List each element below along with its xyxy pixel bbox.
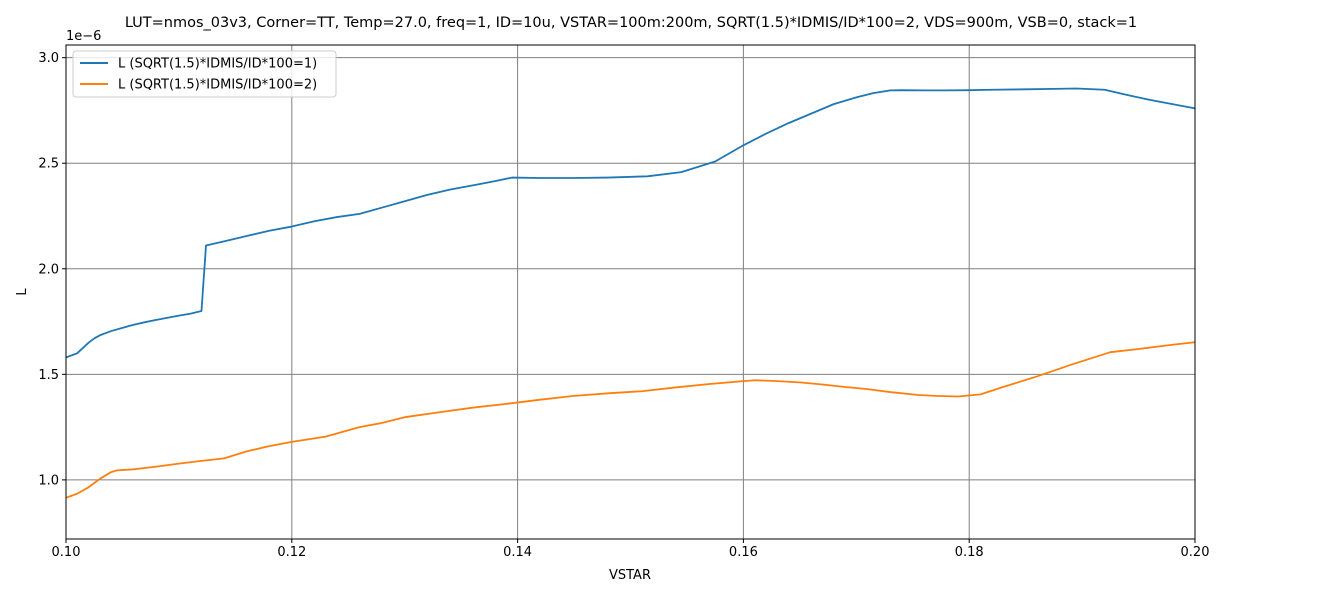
x-axis-ticks: 0.10 0.12 0.14 0.16 0.18 0.20 <box>52 539 1210 560</box>
y-tick-label: 3.0 <box>38 51 59 66</box>
y-axis-ticks: 1.0 1.5 2.0 2.5 3.0 <box>38 51 66 488</box>
chart-title: LUT=nmos_03v3, Corner=TT, Temp=27.0, fre… <box>125 15 1137 31</box>
series-lines <box>65 87 1196 499</box>
x-tick-label: 0.10 <box>52 545 81 560</box>
legend: L (SQRT(1.5)*IDMIS/ID*100=1) L (SQRT(1.5… <box>72 50 337 98</box>
y-tick-label: 2.0 <box>38 262 59 277</box>
y-offset-text: 1e−6 <box>66 29 101 44</box>
y-tick-label: 2.5 <box>38 157 59 172</box>
legend-label-series-1: L (SQRT(1.5)*IDMIS/ID*100=1) <box>118 57 317 72</box>
x-tick-label: 0.14 <box>503 545 532 560</box>
x-tick-label: 0.20 <box>1181 545 1210 560</box>
series-line-2 <box>65 341 1196 499</box>
plot-frame <box>65 44 1196 540</box>
y-axis-label: L <box>15 288 30 296</box>
x-tick-label: 0.16 <box>729 545 758 560</box>
legend-label-series-2: L (SQRT(1.5)*IDMIS/ID*100=2) <box>118 78 317 93</box>
y-tick-label: 1.5 <box>38 368 59 383</box>
x-tick-label: 0.12 <box>277 545 306 560</box>
series-line-1 <box>65 87 1196 359</box>
legend-box <box>72 50 337 98</box>
x-axis-label: VSTAR <box>609 568 651 583</box>
y-tick-label: 1.0 <box>38 473 59 488</box>
x-tick-label: 0.18 <box>955 545 984 560</box>
